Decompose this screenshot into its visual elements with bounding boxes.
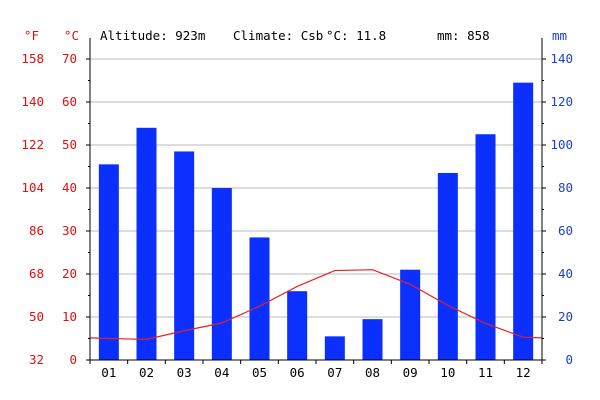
mm-tick-label: 100 [550, 137, 573, 152]
fahrenheit-tick-label: 68 [29, 266, 44, 281]
axes: 0321050206830864010450122601407015802040… [21, 38, 573, 380]
month-label: 06 [290, 365, 305, 380]
celsius-tick-label: 0 [69, 352, 77, 367]
month-label: 03 [177, 365, 192, 380]
month-label: 08 [365, 365, 380, 380]
precip-bar [174, 151, 195, 360]
precip-total-label: mm: 858 [437, 28, 490, 43]
mm-tick-label: 120 [550, 94, 573, 109]
celsius-unit-label: °C [64, 28, 79, 43]
fahrenheit-tick-label: 32 [29, 352, 44, 367]
fahrenheit-tick-label: 86 [29, 223, 44, 238]
precip-bar [475, 134, 496, 360]
celsius-tick-label: 40 [62, 180, 77, 195]
mm-tick-label: 20 [558, 309, 573, 324]
mm-unit-label: mm [552, 28, 567, 43]
month-label: 01 [101, 365, 116, 380]
month-label: 09 [403, 365, 418, 380]
month-label: 04 [214, 365, 229, 380]
precip-bar [136, 127, 157, 360]
precip-bar [324, 336, 345, 360]
precip-bar [513, 82, 534, 361]
gridlines [90, 58, 542, 318]
celsius-tick-label: 60 [62, 94, 77, 109]
mm-tick-label: 40 [558, 266, 573, 281]
precip-bar [437, 172, 458, 360]
fahrenheit-tick-label: 122 [21, 137, 44, 152]
fahrenheit-tick-label: 158 [21, 51, 44, 66]
temperature-line [89, 269, 543, 340]
month-label: 10 [440, 365, 455, 380]
mm-tick-label: 140 [550, 51, 573, 66]
altitude-label: Altitude: 923m [100, 28, 205, 43]
fahrenheit-tick-label: 140 [21, 94, 44, 109]
temperature-line-group [89, 269, 543, 340]
month-label: 07 [327, 365, 342, 380]
precip-bar [362, 319, 383, 360]
mean-temp-label: °C: 11.8 [326, 28, 386, 43]
celsius-tick-label: 50 [62, 137, 77, 152]
mm-tick-label: 80 [558, 180, 573, 195]
precip-bar [249, 237, 270, 360]
month-label: 02 [139, 365, 154, 380]
month-label: 12 [516, 365, 531, 380]
fahrenheit-unit-label: °F [24, 28, 39, 43]
precip-bar [400, 269, 421, 360]
fahrenheit-tick-label: 50 [29, 309, 44, 324]
precip-bar [98, 164, 119, 360]
celsius-tick-label: 70 [62, 51, 77, 66]
celsius-tick-label: 20 [62, 266, 77, 281]
celsius-tick-label: 10 [62, 309, 77, 324]
precipitation-bars [98, 82, 534, 361]
precip-bar [211, 188, 232, 360]
mm-tick-label: 0 [565, 352, 573, 367]
celsius-tick-label: 30 [62, 223, 77, 238]
mm-tick-label: 60 [558, 223, 573, 238]
fahrenheit-tick-label: 104 [21, 180, 44, 195]
precip-bar [287, 291, 308, 360]
month-label: 05 [252, 365, 267, 380]
month-label: 11 [478, 365, 493, 380]
climate-label: Climate: Csb [233, 28, 323, 43]
